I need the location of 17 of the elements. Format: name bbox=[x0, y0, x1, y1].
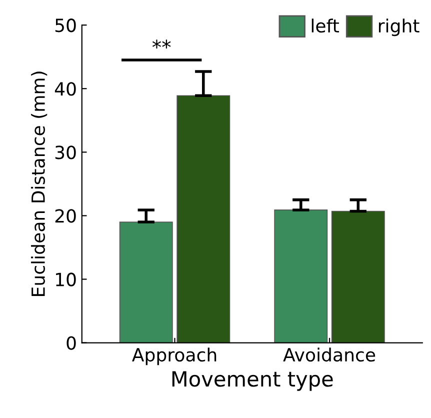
x-tick-label: Approach bbox=[132, 348, 216, 366]
y-tick-label: 0 bbox=[66, 336, 76, 350]
annotation: ** bbox=[152, 40, 171, 49]
y-tick-label: 50 bbox=[55, 18, 76, 32]
x-tick-label: Avoidance bbox=[283, 348, 376, 362]
y-tick-label: 20 bbox=[55, 209, 76, 223]
y-tick-label: 10 bbox=[56, 272, 76, 286]
bar bbox=[331, 210, 385, 343]
bar bbox=[176, 95, 230, 343]
y-tick-label: 30 bbox=[55, 146, 76, 160]
y-axis-title: Euclidean Distance (mm) bbox=[31, 72, 48, 296]
bar bbox=[119, 222, 173, 343]
x-axis-title: Movement type bbox=[172, 371, 333, 391]
y-tick-label: 40 bbox=[54, 82, 76, 96]
legend-label: right bbox=[378, 18, 420, 36]
legend-label: left bbox=[312, 18, 339, 33]
bar bbox=[274, 210, 328, 343]
